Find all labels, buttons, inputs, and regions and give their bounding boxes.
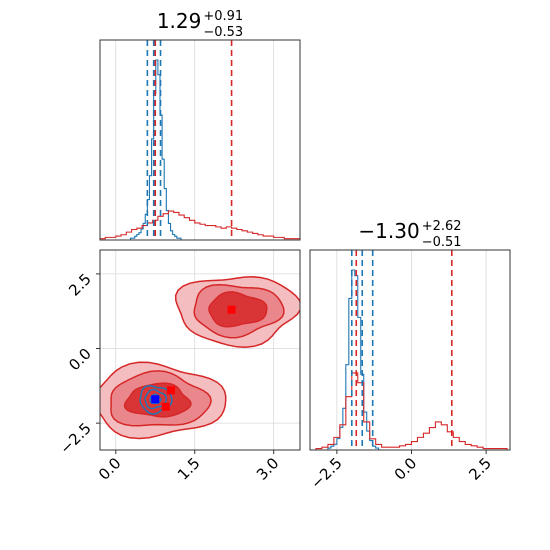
panel-1-quantile-lines	[146, 40, 233, 240]
panel-2-x-ticks: 0.0 1.5 3.0	[95, 450, 283, 484]
marker-0-0	[227, 305, 236, 314]
x-tick-label-0: 0.0	[95, 454, 125, 484]
marker-0-1	[167, 386, 176, 395]
histogram-series-0	[321, 269, 385, 450]
marker-1-0	[151, 395, 160, 404]
x-tick-label-1: 1.5	[174, 454, 204, 484]
panel-2-frame	[99, 249, 301, 451]
contour-panel: 0.0 1.5 3.0 −2.50.02.5	[56, 249, 301, 484]
y-tick-label-0: −2.5	[56, 419, 94, 457]
contour-0-0-2	[208, 291, 268, 328]
x-tick-label-2: 3.0	[253, 454, 283, 484]
panel-3-quantile-lines	[350, 250, 453, 450]
panel-3-x-ticks: −2.5 0.0 2.5	[307, 450, 495, 493]
y-tick-label-2: 2.5	[65, 270, 95, 300]
panel-1-histograms	[100, 59, 300, 240]
panel-2-y-ticks: −2.5 0.0 2.5	[56, 270, 100, 458]
panel-3-title-median: −1.30	[358, 219, 419, 243]
panel-3-frame	[309, 249, 511, 451]
panel-2-markers	[151, 305, 236, 411]
panel-3-title-minus: −0.51	[422, 235, 462, 250]
y-tick-label-1: 0.0	[65, 345, 95, 375]
panel-1-title-median: 1.29	[157, 9, 202, 33]
histogram-series-1	[315, 372, 510, 450]
panel-1-frame	[99, 39, 301, 241]
panel-3-histograms	[315, 269, 510, 450]
histogram-series-1	[100, 210, 300, 240]
histogram-panel-param-2: −2.5 0.0 2.5 −1.30 +2.62 −0.51	[307, 219, 511, 493]
panel-1-title-plus: +0.91	[203, 9, 243, 24]
x-tick-label-1: 0.0	[391, 454, 421, 484]
x-tick-label-2: 2.5	[465, 454, 495, 484]
x-tick-label-0: −2.5	[307, 454, 345, 492]
panel-2-contours	[100, 276, 300, 440]
histogram-series-0	[126, 59, 186, 240]
contour-1-0-1	[144, 388, 167, 410]
panel-3-title-plus: +2.62	[422, 219, 462, 234]
panel-1-title-minus: −0.53	[203, 25, 243, 40]
panel-1-grid	[115, 40, 275, 240]
marker-0-2	[161, 402, 170, 411]
histogram-panel-param-1: 1.29 +0.91 −0.53	[99, 9, 301, 241]
panel-3-grid	[336, 250, 487, 450]
